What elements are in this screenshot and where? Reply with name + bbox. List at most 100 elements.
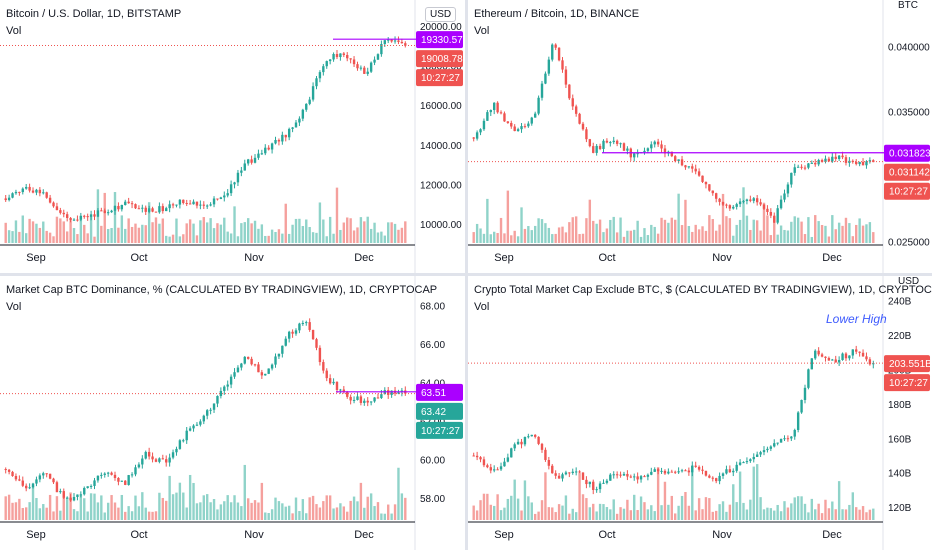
volume-bar — [86, 233, 89, 243]
candle — [175, 448, 178, 453]
volume-bar — [633, 494, 636, 520]
volume-bar — [380, 231, 383, 243]
candle — [59, 491, 62, 493]
chart-pane-btcusd[interactable]: Bitcoin / U.S. Dollar, 1D, BITSTAMP Vol … — [0, 0, 465, 273]
candle — [643, 476, 646, 478]
volume-bar — [680, 225, 684, 243]
price-chart[interactable]: 240B220B200B180B160B140B120BSepOctNovDec… — [468, 276, 932, 550]
candle — [127, 201, 130, 204]
volume-bar — [592, 503, 595, 520]
volume-bar — [708, 498, 711, 520]
volume-bar — [199, 220, 202, 243]
volume-bar — [42, 221, 45, 243]
candle — [796, 412, 800, 430]
volume-bar — [684, 199, 687, 243]
candle — [4, 469, 7, 471]
candle — [868, 160, 872, 162]
volume-bar — [557, 504, 561, 520]
candle — [202, 204, 205, 206]
candle — [281, 134, 284, 142]
horizontal-divider[interactable] — [0, 273, 932, 276]
candle — [855, 161, 858, 165]
candle — [735, 204, 738, 207]
candle — [72, 496, 76, 501]
volume-bar — [814, 509, 817, 520]
candle — [346, 54, 349, 59]
volume-bar — [240, 506, 243, 520]
volume-bar — [861, 225, 865, 243]
candle — [773, 443, 776, 447]
volume-bar — [277, 501, 281, 520]
candle — [759, 452, 762, 455]
volume-bar — [178, 236, 182, 243]
price-tag-label: 19330.57 — [421, 35, 463, 46]
volume-bar — [783, 501, 786, 520]
chart-pane-ethbtc[interactable]: Ethereum / Bitcoin, 1D, BINANCE Vol 0.04… — [468, 0, 932, 273]
candle — [277, 353, 281, 357]
volume-bar — [530, 502, 533, 520]
price-chart[interactable]: 20000.0018000.0016000.0014000.0012000.00… — [0, 0, 465, 273]
volume-bar — [298, 511, 301, 520]
axis-unit-label: BTC — [898, 0, 918, 11]
volume-bar — [855, 224, 858, 243]
price-chart[interactable]: 0.0400000.0350000.0300000.025000SepOctNo… — [468, 0, 932, 273]
volume-bar — [89, 216, 93, 243]
volume-bar — [817, 221, 820, 243]
volume-bar — [373, 506, 376, 520]
volume-bar — [636, 510, 639, 520]
volume-bar — [62, 221, 65, 243]
candle — [158, 206, 161, 213]
currency-toggle-button[interactable]: USD — [425, 7, 457, 22]
candle — [21, 188, 24, 193]
volume-bar — [796, 217, 800, 243]
candle — [373, 59, 376, 63]
candle — [557, 475, 561, 479]
candle — [861, 352, 865, 357]
volume-bar — [510, 235, 513, 243]
candle — [226, 193, 229, 196]
candle — [301, 323, 305, 325]
lower-high-annotation[interactable]: Lower High — [826, 312, 887, 326]
volume-bar — [827, 236, 831, 243]
price-chart[interactable]: 68.0066.0064.0062.0060.0058.00SepOctNovD… — [0, 276, 465, 550]
candle — [619, 474, 622, 476]
volume-bar — [489, 234, 492, 243]
volume-bar — [803, 503, 807, 520]
volume-bar — [106, 228, 110, 243]
candle — [547, 459, 551, 466]
volume-bar — [202, 495, 205, 520]
candle — [732, 206, 735, 209]
candle — [858, 351, 861, 353]
volume-bar — [325, 236, 328, 243]
volume-bar — [626, 499, 629, 520]
candle — [274, 356, 277, 365]
volume-bar — [352, 230, 356, 243]
volume-bar — [769, 508, 773, 520]
volume-bar — [233, 206, 236, 243]
volume-bar — [660, 505, 663, 520]
candle — [65, 214, 69, 218]
candle — [663, 148, 667, 154]
volume-bar — [619, 507, 622, 520]
y-axis-label: 220B — [888, 331, 912, 342]
volume-bar — [636, 220, 639, 243]
candle — [814, 162, 817, 165]
volume-bar — [523, 228, 527, 243]
candle — [800, 166, 803, 168]
volume-bar — [714, 510, 718, 520]
volume-bar — [687, 226, 691, 243]
volume-bar — [31, 485, 35, 520]
x-axis-label: Nov — [712, 529, 732, 541]
candle — [653, 141, 656, 145]
candle — [827, 158, 831, 162]
y-axis-label: 0.040000 — [888, 42, 930, 53]
volume-bar — [697, 229, 701, 243]
volume-bar — [814, 215, 817, 243]
volume-bar — [800, 221, 803, 243]
candle — [305, 103, 308, 110]
candle — [752, 198, 755, 201]
chart-pane-btc-dominance[interactable]: Market Cap BTC Dominance, % (CALCULATED … — [0, 276, 465, 550]
volume-bar — [387, 504, 390, 520]
price-tag-label: 63.42 — [421, 407, 446, 418]
candle — [240, 170, 243, 173]
